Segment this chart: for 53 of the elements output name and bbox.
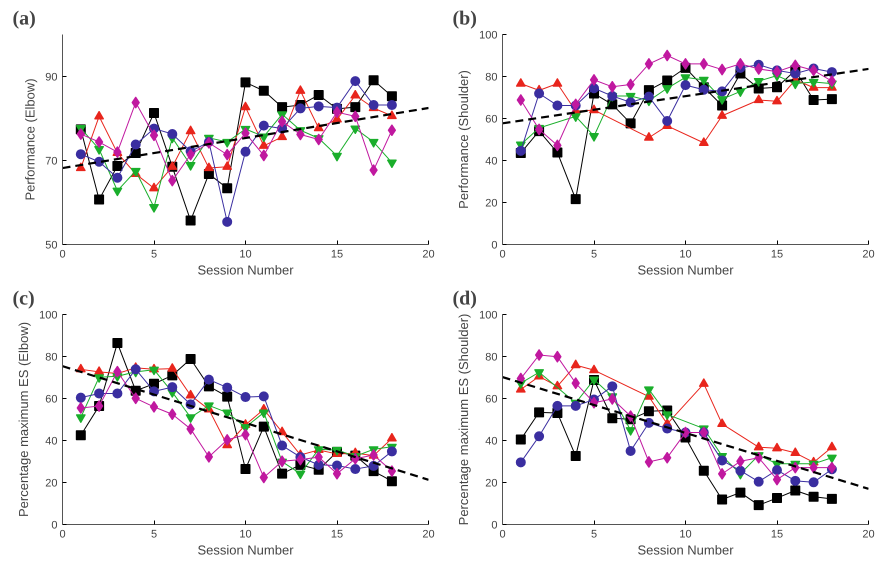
x-tick-label: 5 bbox=[150, 528, 158, 540]
y-tick-label: 40 bbox=[45, 436, 58, 448]
y-axis-title: Performance (Elbow) bbox=[22, 78, 38, 201]
x-tick-label: 10 bbox=[239, 528, 252, 540]
x-tick-label: 20 bbox=[862, 528, 875, 540]
x-tick-label: 10 bbox=[679, 528, 692, 540]
y-axis-title: Percentage maximum ES (Shoulder) bbox=[456, 314, 472, 526]
y-tick-label: 90 bbox=[45, 72, 58, 84]
y-tick-label: 80 bbox=[45, 352, 58, 364]
x-tick-label: 15 bbox=[770, 528, 784, 540]
y-tick-label: 80 bbox=[485, 72, 498, 84]
y-tick-label: 80 bbox=[485, 352, 498, 364]
x-tick-label: 20 bbox=[422, 528, 435, 540]
x-axis-title: Session Number bbox=[637, 262, 734, 278]
x-tick-label: 10 bbox=[679, 248, 692, 260]
y-tick-label: 100 bbox=[479, 310, 498, 322]
x-tick-label: 15 bbox=[770, 248, 784, 260]
y-tick-label: 40 bbox=[485, 156, 498, 168]
chart-title: (a) bbox=[12, 8, 36, 30]
x-tick-label: 5 bbox=[590, 248, 598, 260]
y-tick-label: 20 bbox=[485, 478, 498, 490]
y-tick-label: 60 bbox=[485, 394, 498, 406]
y-axis-title: Performance (Shoulder) bbox=[456, 70, 472, 209]
x-tick-label: 15 bbox=[330, 528, 344, 540]
x-tick-label: 5 bbox=[590, 528, 598, 540]
y-tick-label: 100 bbox=[479, 30, 498, 42]
x-tick-label: 15 bbox=[330, 248, 344, 260]
x-tick-label: 0 bbox=[59, 248, 66, 260]
y-tick-label: 100 bbox=[39, 310, 58, 322]
x-tick-label: 0 bbox=[59, 528, 66, 540]
chart-title: (d) bbox=[452, 288, 477, 310]
y-tick-label: 60 bbox=[485, 114, 498, 126]
y-tick-label: 20 bbox=[45, 478, 58, 490]
y-axis-title: Percentage maximum ES (Elbow) bbox=[16, 322, 32, 518]
x-tick-label: 0 bbox=[499, 248, 506, 260]
x-tick-label: 20 bbox=[422, 248, 435, 260]
y-tick-label: 50 bbox=[45, 240, 58, 252]
y-tick-label: 60 bbox=[45, 394, 58, 406]
y-tick-label: 70 bbox=[45, 156, 58, 168]
chart-title: (b) bbox=[452, 8, 477, 30]
y-tick-label: 0 bbox=[491, 520, 498, 532]
x-axis-title: Session Number bbox=[197, 262, 294, 278]
y-tick-label: 40 bbox=[485, 436, 498, 448]
x-axis-title: Session Number bbox=[637, 542, 734, 558]
x-tick-label: 10 bbox=[239, 248, 252, 260]
y-tick-label: 0 bbox=[491, 240, 498, 252]
x-tick-label: 20 bbox=[862, 248, 875, 260]
y-tick-label: 0 bbox=[51, 520, 58, 532]
y-tick-label: 20 bbox=[485, 198, 498, 210]
x-tick-label: 0 bbox=[499, 528, 506, 540]
x-axis-title: Session Number bbox=[197, 542, 294, 558]
chart-title: (c) bbox=[12, 288, 35, 310]
x-tick-label: 5 bbox=[150, 248, 158, 260]
